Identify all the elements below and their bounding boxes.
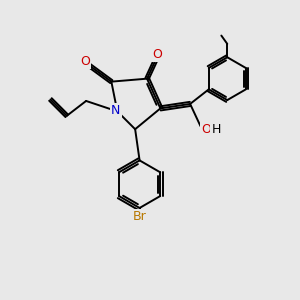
- Text: O: O: [201, 123, 211, 136]
- Text: N: N: [111, 104, 121, 117]
- Text: O: O: [152, 48, 162, 62]
- Text: Br: Br: [133, 210, 146, 224]
- Text: O: O: [81, 55, 90, 68]
- Text: H: H: [211, 123, 221, 136]
